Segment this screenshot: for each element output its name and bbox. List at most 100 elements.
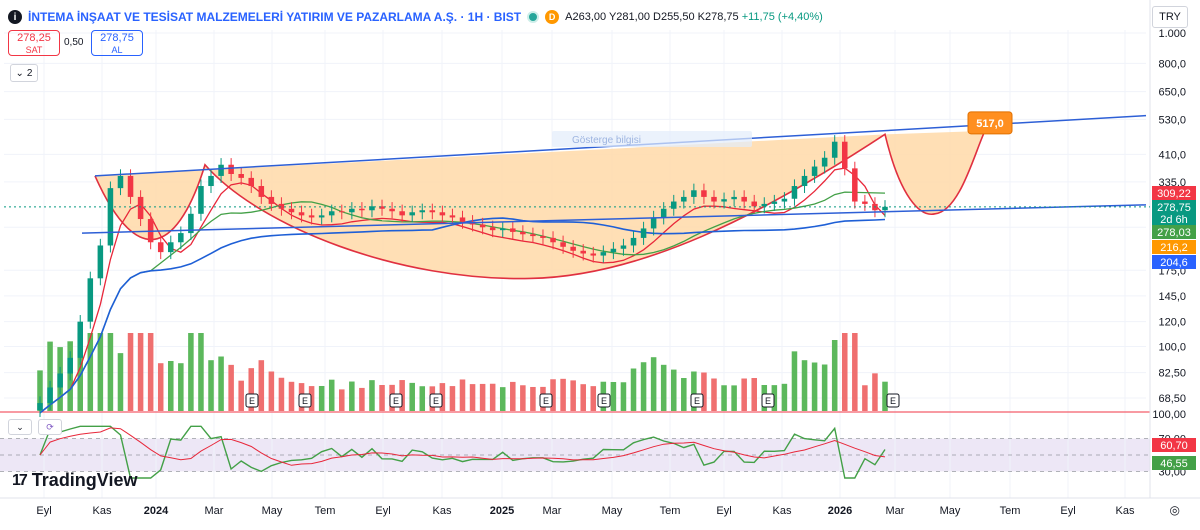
price-tick-label: 410,0 [1158, 149, 1186, 161]
volume-bar [379, 385, 385, 411]
price-tick-label: 1.000 [1158, 28, 1186, 40]
candle-body [781, 198, 788, 202]
earnings-event-marker [690, 393, 704, 408]
candle-body [47, 387, 53, 404]
chevron-down-icon: ⌄ [15, 67, 24, 79]
spread-value: 0,50 [64, 37, 84, 48]
volume-bar [882, 381, 888, 411]
volume-bar [369, 380, 375, 411]
collapse-oscillator-button[interactable]: ⌄ [8, 419, 32, 435]
grid [0, 0, 1200, 499]
volume-bar [288, 381, 295, 411]
candle-body [831, 141, 838, 158]
volume-bar [650, 357, 657, 411]
candle-body [399, 211, 405, 216]
cup-fill [95, 130, 985, 279]
buy-button[interactable]: 278,75 AL [91, 30, 143, 56]
candle-body [640, 228, 647, 238]
volume-bar [831, 340, 838, 411]
volume-bar [580, 384, 586, 411]
candle-body [369, 206, 375, 211]
time-tick-label: Kas [433, 505, 452, 517]
candle-body [530, 234, 536, 237]
candle-body [681, 196, 687, 202]
rsi-value-tag-label: 60,70 [1160, 440, 1188, 452]
volume-bar [268, 371, 275, 411]
volume-bar [349, 381, 355, 411]
candle-body [308, 215, 315, 218]
candle-body [288, 208, 295, 213]
time-tick-label: Mar [886, 505, 905, 517]
earnings-event-label: E [694, 396, 700, 406]
tradingview-logo: 17 TradingView [12, 470, 138, 491]
candle-body [318, 215, 325, 218]
chart-header: i İNTEMA İNŞAAT VE TESİSAT MALZEMELERİ Y… [8, 6, 823, 28]
price-tick-label: 100,0 [1158, 341, 1186, 353]
currency-selector[interactable]: TRY [1152, 6, 1188, 28]
time-tick-label: 2026 [828, 505, 852, 517]
rsi-value-tag [1152, 456, 1196, 470]
earnings-event-label: E [765, 396, 771, 406]
earnings-event-label: E [249, 396, 255, 406]
target-tag-label: 517,0 [976, 118, 1004, 130]
volume-bar [178, 363, 184, 411]
indicators-toggle[interactable]: ⌄ 2 [10, 64, 38, 82]
candle-body [238, 173, 244, 178]
change-text: +11,75 (+4,40%) [741, 11, 823, 23]
sell-button[interactable]: 278,25 SAT [8, 30, 60, 56]
price-tick-label: 120,0 [1158, 317, 1186, 329]
candle-body [761, 203, 768, 207]
volume-bar [872, 373, 878, 411]
oscillator-controls: ⌄ ⟳ [8, 419, 62, 435]
candle-body [499, 228, 506, 231]
volume-bar [841, 333, 848, 411]
volume-bar [479, 383, 486, 411]
axis-price-tag-label: 278,03 [1157, 227, 1191, 239]
earnings-event-marker [886, 393, 900, 408]
volume-bar [208, 360, 214, 411]
refresh-oscillator-button[interactable]: ⟳ [38, 419, 62, 435]
volume-bar [862, 385, 868, 411]
candle-body [731, 196, 737, 200]
volume-bar [318, 385, 325, 411]
candle-body [188, 213, 194, 234]
axis-price-tag-label: 204,6 [1160, 257, 1188, 269]
volume-bar [87, 333, 94, 411]
volume-bar [560, 378, 566, 411]
rsi-band [0, 438, 1150, 472]
candle-body [268, 196, 275, 204]
candle-body [298, 212, 305, 216]
time-tick-label: May [940, 505, 961, 517]
candle-body [379, 206, 385, 209]
symbol-title[interactable]: İNTEMA İNŞAAT VE TESİSAT MALZEMELERİ YAT… [28, 10, 522, 24]
time-tick-label: Kas [773, 505, 792, 517]
candle-body [650, 217, 657, 229]
volume-bar [550, 379, 556, 411]
candle-body [540, 236, 546, 238]
axis-price-tag [1152, 200, 1196, 214]
volume-bar [660, 364, 667, 411]
volume-bar [339, 389, 345, 411]
candle-body [580, 250, 586, 254]
volume-bar [127, 333, 134, 411]
time-tick-label: Eyl [1060, 505, 1075, 517]
symbol-logo-icon: i [8, 10, 22, 24]
ohlc-values: A263,00 Y281,00 D255,50 K278,75 +11,75 (… [565, 11, 823, 23]
earnings-event-label: E [890, 396, 896, 406]
volume-bar [731, 385, 737, 411]
rsi-ma-line [39, 427, 886, 466]
volume-bar [741, 378, 747, 411]
candle-body [168, 242, 174, 253]
lower-channel-line [81, 204, 1147, 234]
settings-gear-icon[interactable]: ◎ [1169, 503, 1180, 517]
cup-outline [94, 130, 986, 280]
candle-body [791, 186, 798, 199]
price-tick-label: 145,0 [1158, 291, 1186, 303]
candle-body [610, 248, 617, 253]
volume-bar [449, 386, 456, 411]
volume-bar [570, 380, 576, 411]
volume-bar [278, 377, 285, 411]
